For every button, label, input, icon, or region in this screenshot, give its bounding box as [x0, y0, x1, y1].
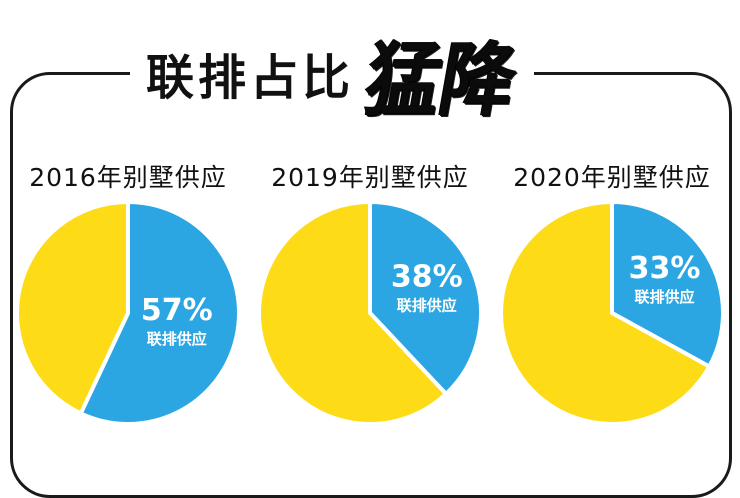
pie-1-percent-label: 38% — [391, 260, 463, 295]
pie-title-2016: 2016年别墅供应 — [29, 163, 227, 192]
pie-2-slice-0 — [610, 200, 725, 369]
headline: 联排占比 猛降 — [130, 28, 535, 126]
pie-charts: 57% 联排供应 38% 联排供应 33% 联排供应 — [15, 200, 725, 426]
pie-1-slice-0 — [368, 200, 483, 396]
pie-0-percent-label: 57% — [141, 293, 213, 328]
pie-1-slice-1 — [257, 200, 448, 426]
pie-0-series-label: 联排供应 — [147, 330, 207, 348]
pie-0-slice-0 — [78, 200, 241, 426]
pie-2-series-label: 联排供应 — [635, 288, 695, 306]
pie-1-series-label: 联排供应 — [397, 297, 457, 315]
pie-2-percent-label: 33% — [629, 251, 701, 286]
pie-title-2020: 2020年别墅供应 — [513, 163, 711, 192]
pie-title-2019: 2019年别墅供应 — [271, 163, 469, 192]
headline-main: 联排占比 — [146, 50, 355, 106]
pie-0-slice-1 — [15, 200, 130, 416]
pie-2-slice-1 — [499, 200, 712, 426]
